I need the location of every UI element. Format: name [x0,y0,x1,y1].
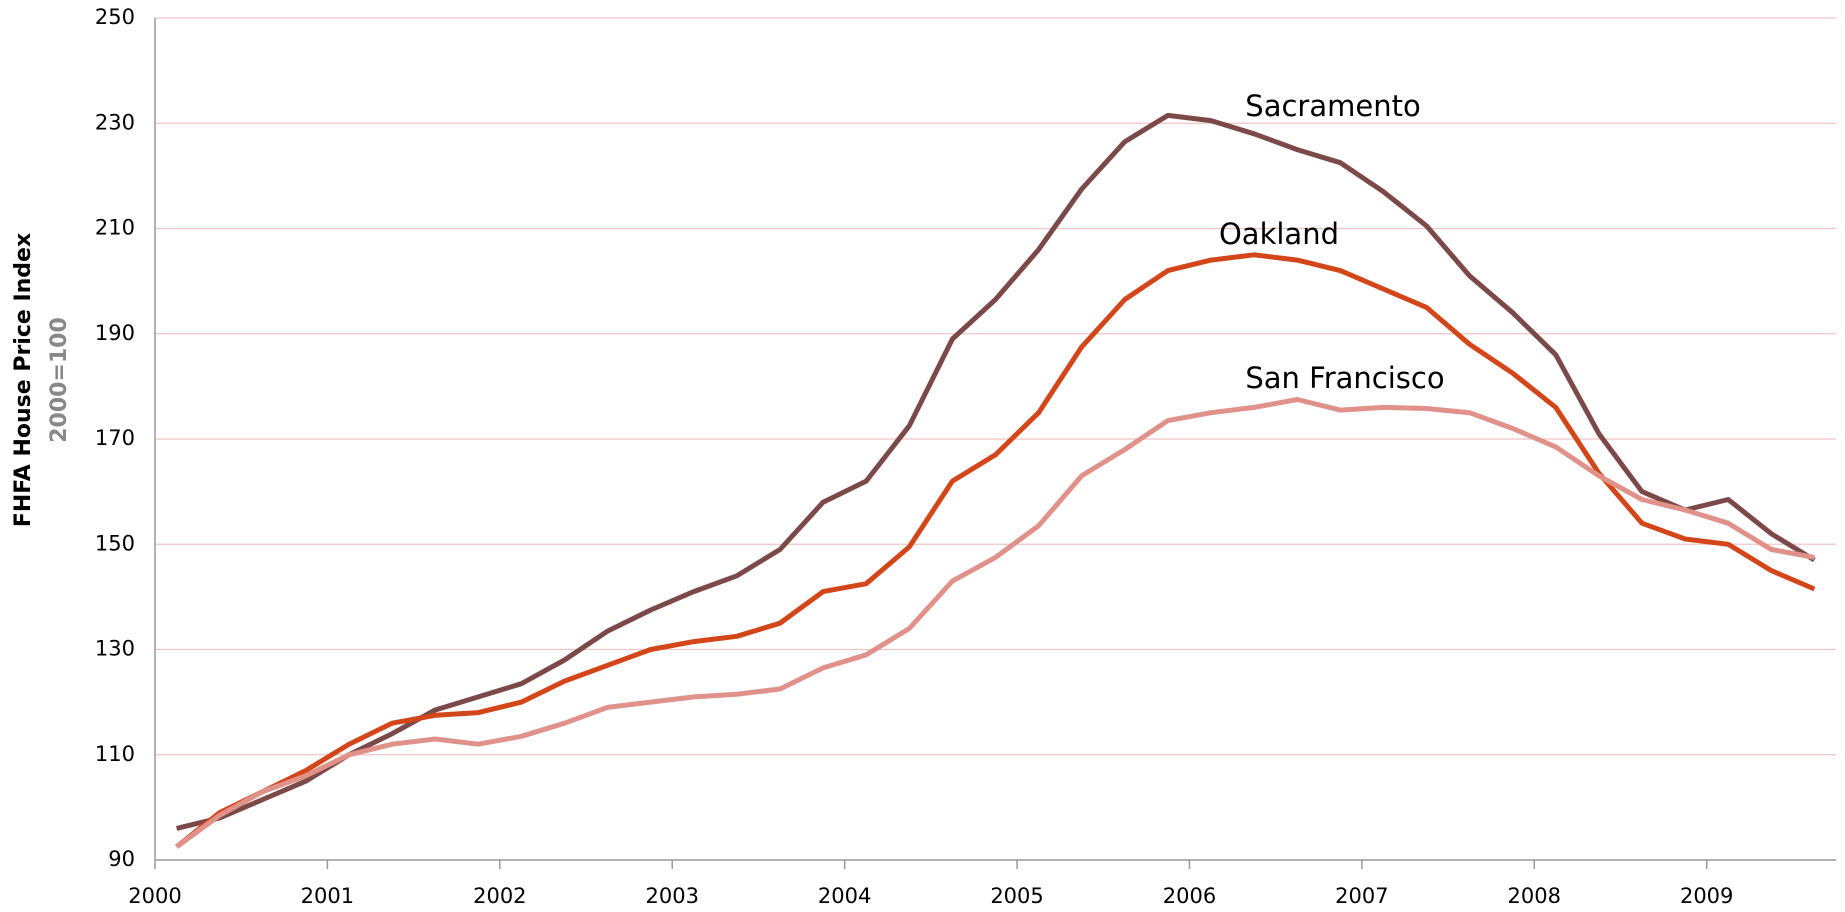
x-tick-label: 2005 [990,884,1043,908]
x-tick-label: 2007 [1335,884,1388,908]
x-tick-label: 2009 [1680,884,1733,908]
series-label: Sacramento [1245,89,1420,123]
y-tick-label: 250 [95,5,135,29]
x-tick-label: 2000 [128,884,181,908]
x-tick-label: 2002 [473,884,526,908]
y-tick-label: 110 [95,742,135,766]
y-tick-label: 150 [95,531,135,555]
x-tick-label: 2003 [646,884,699,908]
y-tick-label: 130 [95,637,135,661]
y-tick-label: 230 [95,110,135,134]
y-tick-label: 190 [95,321,135,345]
series-label: San Francisco [1245,361,1444,395]
y-axis-sublabel: 2000=100 [47,317,72,443]
y-tick-label: 210 [95,216,135,240]
y-axis-label: FHFA House Price Index [11,233,36,527]
y-tick-label: 90 [108,847,135,871]
series-line [175,252,1816,849]
x-tick-label: 2001 [301,884,354,908]
series-label: Oakland [1219,217,1339,251]
x-tick-label: 2004 [818,884,871,908]
series-line [176,112,1816,831]
series-line [175,397,1815,849]
x-tick-label: 2008 [1508,884,1561,908]
y-tick-label: 170 [95,426,135,450]
x-tick-label: 2006 [1163,884,1216,908]
